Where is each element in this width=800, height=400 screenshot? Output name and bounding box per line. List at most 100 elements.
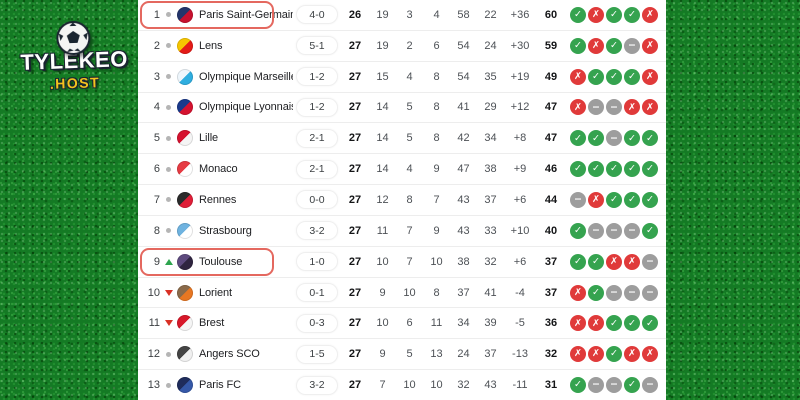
rank-movement	[160, 12, 177, 18]
last-match-score-badge[interactable]: 3-2	[296, 375, 338, 395]
form-win-icon: ✓	[642, 130, 658, 147]
matches-played: 27	[348, 101, 362, 114]
form-win-icon: ✓	[606, 191, 622, 208]
rank-down-icon	[164, 320, 173, 327]
last-match-score-badge[interactable]: 1-2	[296, 97, 338, 117]
wins: 11	[376, 224, 389, 237]
table-row[interactable]: 5 Lille 2-1 27 14 5 8 42 34 +8 47 ✓ ✓ − ✓ ✓	[138, 123, 666, 155]
form-draw-icon: −	[642, 377, 658, 394]
team-name[interactable]: Olympique Marseille	[199, 70, 293, 83]
draws: 6	[406, 317, 413, 330]
goals-against: 32	[484, 255, 497, 268]
table-row[interactable]: 12 Angers SCO 1-5 27 9 5 13 24 37 -13 32…	[138, 339, 666, 371]
goals-for: 24	[457, 348, 470, 361]
points: 47	[544, 132, 558, 145]
table-row[interactable]: 8 Strasbourg 3-2 27 11 7 9 43 33 +10 40 …	[138, 216, 666, 247]
team-name[interactable]: Toulouse	[199, 255, 243, 268]
rank-number: 2	[153, 39, 160, 52]
team-name[interactable]: Paris Saint-Germain	[199, 8, 293, 21]
last-match-score-badge[interactable]: 2-1	[296, 159, 338, 179]
team-logo-icon	[177, 284, 193, 301]
last-match-score-badge[interactable]: 0-0	[296, 190, 338, 210]
losses: 13	[430, 348, 443, 361]
wins: 14	[376, 163, 389, 176]
team-name[interactable]: Paris FC	[199, 379, 241, 392]
goals-for: 54	[457, 70, 470, 83]
table-row[interactable]: 6 Monaco 2-1 27 14 4 9 47 38 +9 46 ✓ ✓ ✓ ✓ ✓	[138, 154, 666, 186]
table-row[interactable]: 4 Olympique Lyonnais 1-2 27 14 5 8 41 29…	[138, 93, 666, 124]
form-icons: ✗ − − ✗ ✗	[570, 99, 658, 116]
rank-movement	[160, 135, 177, 141]
rank-down-icon	[164, 289, 173, 296]
table-row[interactable]: 3 Olympique Marseille 1-2 27 15 4 8 54 3…	[138, 62, 666, 93]
goals-for: 41	[457, 101, 470, 114]
form-win-icon: ✓	[642, 161, 658, 178]
points: 44	[544, 193, 558, 206]
form-win-icon: ✓	[570, 377, 586, 394]
wins: 15	[376, 70, 389, 83]
losses: 8	[433, 132, 440, 145]
draws: 4	[406, 70, 413, 83]
table-row[interactable]: 11 Brest 0-3 27 10 6 11 34 39 -5 36 ✗ ✗ ✓ ✓…	[138, 308, 666, 340]
goals-against: 35	[484, 70, 497, 83]
form-loss-icon: ✗	[570, 315, 586, 332]
matches-played: 27	[348, 70, 362, 83]
matches-played: 27	[348, 163, 362, 176]
rank-number: 12	[147, 348, 160, 361]
last-match-score-badge[interactable]: 1-0	[296, 252, 338, 272]
site-logo: TYLEKEO .HOST	[9, 18, 139, 95]
table-row[interactable]: 10 Lorient 0-1 27 9 10 8 37 41 -4 37 ✗ ✓ −…	[138, 278, 666, 309]
form-draw-icon: −	[606, 130, 622, 147]
form-draw-icon: −	[624, 37, 640, 54]
last-match-score-badge[interactable]: 0-3	[296, 313, 338, 333]
goals-against: 34	[484, 132, 497, 145]
rank-number: 9	[153, 255, 160, 268]
last-match-score-badge[interactable]: 4-0	[296, 5, 338, 25]
team-name[interactable]: Brest	[199, 317, 225, 330]
form-loss-icon: ✗	[570, 68, 586, 85]
rank-number: 13	[147, 379, 160, 392]
rank-movement	[160, 228, 177, 234]
team-logo-icon	[177, 222, 193, 239]
last-match-score-badge[interactable]: 0-1	[296, 283, 338, 303]
goal-difference: +6	[513, 193, 527, 206]
rank-movement	[160, 197, 177, 203]
form-draw-icon: −	[642, 284, 658, 301]
draws: 10	[403, 379, 416, 392]
form-win-icon: ✓	[642, 222, 658, 239]
wins: 12	[376, 193, 389, 206]
team-name[interactable]: Lille	[199, 132, 219, 145]
team-name[interactable]: Strasbourg	[199, 224, 252, 237]
draws: 7	[406, 224, 413, 237]
team-name[interactable]: Olympique Lyonnais	[199, 101, 293, 114]
table-row[interactable]: 7 Rennes 0-0 27 12 8 7 43 37 +6 44 − ✗ ✓ ✓ ✓	[138, 185, 666, 216]
form-icons: ✓ ✓ ✓ ✓ ✓	[570, 161, 658, 178]
table-row[interactable]: 9 Toulouse 1-0 27 10 7 10 38 32 +6 37 ✓ ✓…	[138, 247, 666, 278]
last-match-score-badge[interactable]: 1-5	[296, 344, 338, 364]
team-name[interactable]: Rennes	[199, 193, 237, 206]
points: 40	[544, 224, 558, 237]
form-draw-icon: −	[588, 99, 604, 116]
last-match-score-badge[interactable]: 5-1	[296, 36, 338, 56]
team-name[interactable]: Angers SCO	[199, 348, 260, 361]
last-match-score-badge[interactable]: 3-2	[296, 221, 338, 241]
table-row[interactable]: 1 Paris Saint-Germain 4-0 26 19 3 4 58 2…	[138, 0, 666, 31]
form-draw-icon: −	[624, 222, 640, 239]
form-win-icon: ✓	[588, 161, 604, 178]
goal-difference: +19	[510, 70, 530, 83]
team-name[interactable]: Lens	[199, 39, 223, 52]
goals-for: 47	[457, 163, 470, 176]
losses: 10	[430, 379, 443, 392]
table-row[interactable]: 2 Lens 5-1 27 19 2 6 54 24 +30 59 ✓ ✗ ✓ − ✗	[138, 31, 666, 62]
team-name[interactable]: Lorient	[199, 286, 232, 299]
goals-for: 54	[457, 39, 470, 52]
rank-same-icon	[166, 74, 171, 80]
last-match-score-badge[interactable]: 2-1	[296, 128, 338, 148]
table-row[interactable]: 13 Paris FC 3-2 27 7 10 10 32 43 -11 31 …	[138, 370, 666, 400]
last-match-score-badge[interactable]: 1-2	[296, 67, 338, 87]
wins: 7	[379, 379, 386, 392]
rank-same-icon	[166, 197, 171, 203]
wins: 9	[379, 348, 386, 361]
team-name[interactable]: Monaco	[199, 163, 238, 176]
team-logo-icon	[177, 253, 193, 270]
